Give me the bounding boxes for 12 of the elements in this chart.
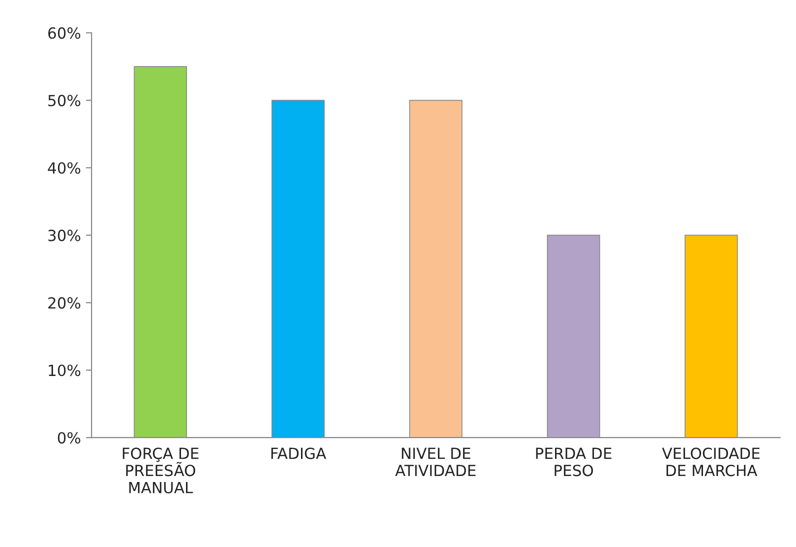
x-tick-label: PERDA DE PESO bbox=[536, 448, 612, 476]
y-tick-label: 40% bbox=[48, 162, 80, 174]
x-tick-label: VELOCIDADE DE MARCHA bbox=[662, 448, 760, 476]
x-tick-label: NIVEL DE ATIVIDADE bbox=[395, 448, 476, 476]
y-tick-label: 20% bbox=[48, 297, 80, 309]
y-tick-label: 0% bbox=[58, 432, 80, 444]
y-tick-label: 30% bbox=[48, 230, 80, 242]
y-tick-label: 50% bbox=[48, 94, 80, 106]
x-tick-label: FADIGA bbox=[271, 448, 326, 460]
y-tick-label: 10% bbox=[48, 364, 80, 376]
x-tick-label: FORÇA DE PREESÃO MANUAL bbox=[122, 448, 198, 494]
y-tick-label: 60% bbox=[48, 27, 80, 39]
